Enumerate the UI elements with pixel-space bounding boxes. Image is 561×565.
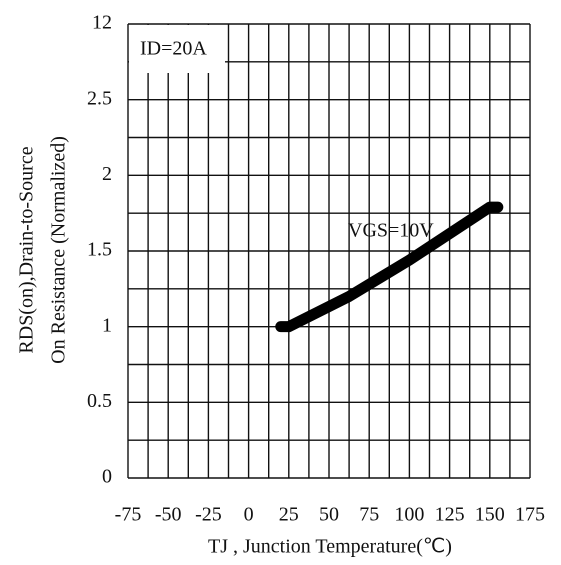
x-tick-label: -25: [195, 504, 222, 526]
x-tick-label: 175: [515, 504, 545, 526]
x-tick-label: 100: [394, 504, 424, 526]
y-tick-label: 1: [102, 314, 112, 336]
data-line: [275, 201, 504, 333]
annotation-background: [129, 25, 225, 73]
y-tick-label: 12: [92, 12, 112, 34]
x-tick-label: 150: [475, 504, 505, 526]
y-axis-label: RDS(on),Drain-to-Source: [16, 146, 38, 353]
y-tick-label: 2.5: [87, 87, 112, 109]
y-axis-label: On Resistance (Normalized): [48, 136, 70, 364]
x-tick-label: 0: [244, 504, 254, 526]
y-tick-label: 0: [102, 466, 112, 488]
y-tick-label: 2: [102, 163, 112, 185]
annotation: ID=20A: [140, 38, 207, 60]
x-axis-label: TJ , Junction Temperature(℃): [208, 536, 452, 558]
x-tick-label: 125: [435, 504, 465, 526]
y-tick-label: 1.5: [87, 239, 112, 261]
x-tick-label: -75: [115, 504, 142, 526]
x-tick-label: 75: [359, 504, 379, 526]
annotation: VGS=10V: [348, 220, 434, 242]
x-tick-label: -50: [155, 504, 182, 526]
grid: [127, 23, 531, 479]
y-tick-label: 0.5: [87, 390, 112, 412]
x-tick-label: 50: [319, 504, 339, 526]
x-tick-label: 25: [279, 504, 299, 526]
